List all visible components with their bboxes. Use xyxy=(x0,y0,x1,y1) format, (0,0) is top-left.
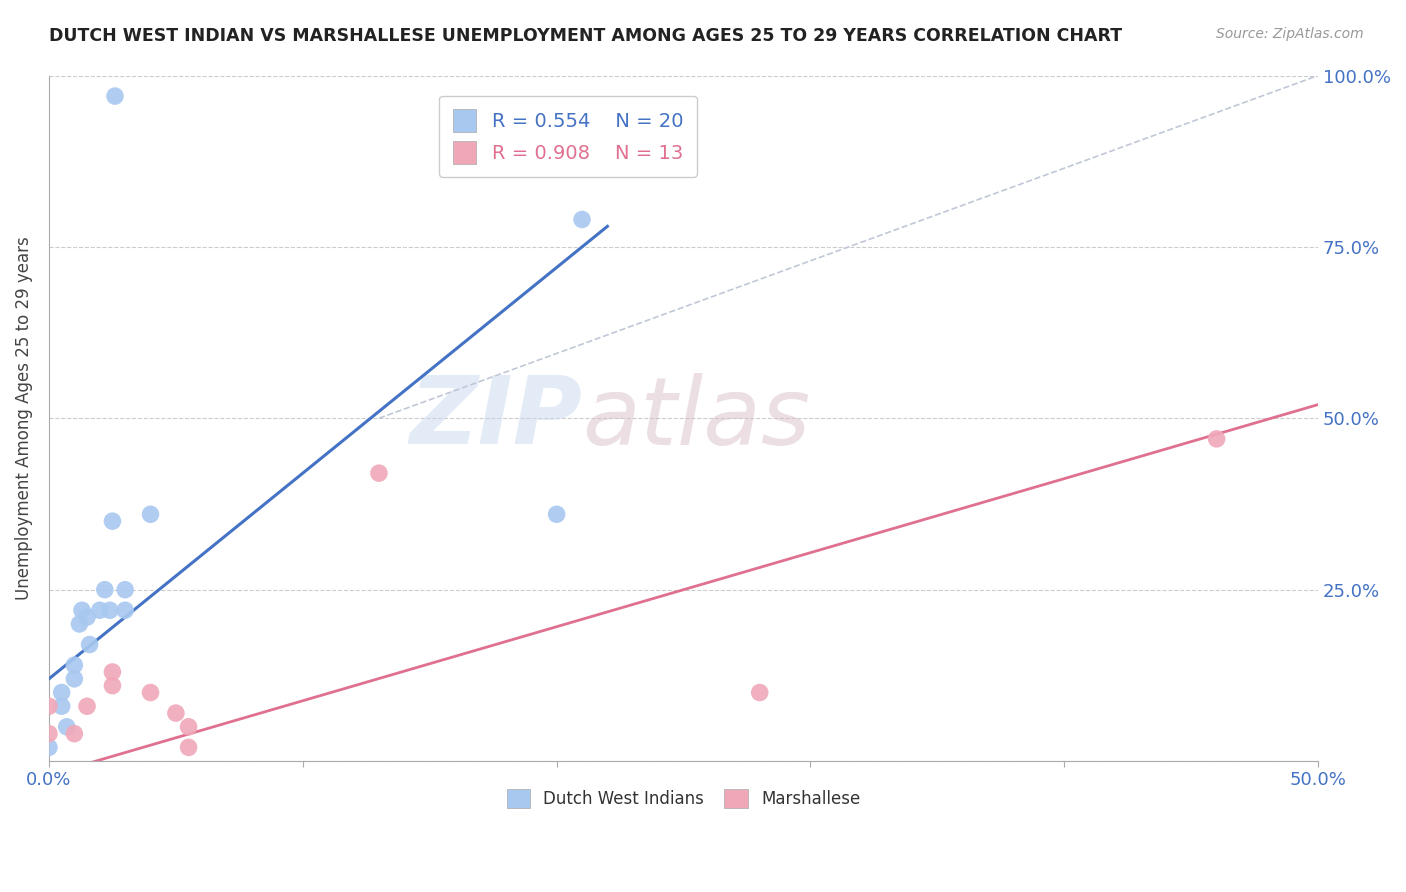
Point xyxy=(177,720,200,734)
Point xyxy=(51,685,73,699)
Point xyxy=(1205,432,1227,446)
Point xyxy=(55,720,77,734)
Point xyxy=(38,726,60,740)
Point xyxy=(79,638,101,652)
Point xyxy=(177,740,200,755)
Point xyxy=(38,699,60,714)
Text: Source: ZipAtlas.com: Source: ZipAtlas.com xyxy=(1216,27,1364,41)
Point xyxy=(76,699,98,714)
Point xyxy=(571,212,593,227)
Point xyxy=(139,508,162,522)
Point xyxy=(51,699,73,714)
Point xyxy=(101,514,124,528)
Point xyxy=(63,658,86,673)
Point xyxy=(748,685,770,699)
Text: DUTCH WEST INDIAN VS MARSHALLESE UNEMPLOYMENT AMONG AGES 25 TO 29 YEARS CORRELAT: DUTCH WEST INDIAN VS MARSHALLESE UNEMPLO… xyxy=(49,27,1122,45)
Point xyxy=(546,508,568,522)
Point xyxy=(114,582,136,597)
Point xyxy=(70,603,93,617)
Y-axis label: Unemployment Among Ages 25 to 29 years: Unemployment Among Ages 25 to 29 years xyxy=(15,236,32,600)
Text: ZIP: ZIP xyxy=(409,372,582,465)
Point xyxy=(139,685,162,699)
Point xyxy=(76,610,98,624)
Point xyxy=(165,706,187,720)
Point xyxy=(63,672,86,686)
Point xyxy=(114,603,136,617)
Point xyxy=(94,582,117,597)
Point xyxy=(67,617,90,632)
Point xyxy=(38,740,60,755)
Point xyxy=(101,665,124,679)
Legend: Dutch West Indians, Marshallese: Dutch West Indians, Marshallese xyxy=(501,782,868,814)
Point xyxy=(63,726,86,740)
Text: atlas: atlas xyxy=(582,373,810,464)
Point xyxy=(104,89,127,103)
Point xyxy=(98,603,121,617)
Point xyxy=(368,466,391,480)
Point xyxy=(101,679,124,693)
Point xyxy=(89,603,111,617)
